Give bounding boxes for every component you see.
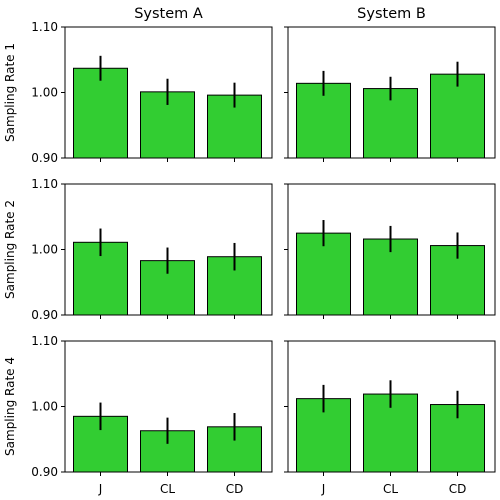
y-tick-label: 1.10 xyxy=(31,334,58,348)
panel-r2-c1: J CL CD xyxy=(284,340,496,496)
y-tick-label: 0.90 xyxy=(31,465,58,479)
row-label: Sampling Rate 4 xyxy=(3,357,17,456)
y-tick-label: 0.90 xyxy=(31,151,58,165)
x-tick-label-cl: CL xyxy=(383,482,398,496)
x-tick-label-cl: CL xyxy=(160,482,175,496)
x-tick-label-j: J xyxy=(321,482,326,496)
panel-r2-c0: 0.90 1.00 1.10 J CL CD Sampling Rate 4 xyxy=(3,334,273,496)
bar-cd xyxy=(430,73,485,159)
bar-j xyxy=(73,67,128,159)
column-title: System A xyxy=(134,6,203,22)
x-tick-label-j: J xyxy=(98,482,103,496)
panel-r0-c0: 0.90 1.00 1.10 System A Sampling Rate 1 xyxy=(3,6,273,165)
row-label: Sampling Rate 1 xyxy=(3,43,17,142)
panel-r1-c1 xyxy=(284,183,496,319)
y-tick-label: 1.00 xyxy=(31,400,58,414)
y-tick-label: 1.10 xyxy=(31,177,58,191)
y-tick-label: 1.10 xyxy=(31,20,58,34)
column-title: System B xyxy=(357,6,426,22)
panels: 0.90 1.00 1.10 System A Sampling Rate 1 Syste… xyxy=(3,6,496,496)
y-tick-label: 1.00 xyxy=(31,243,58,257)
row-label: Sampling Rate 2 xyxy=(3,200,17,299)
y-tick-label: 1.00 xyxy=(31,86,58,100)
panel-r0-c1: System B xyxy=(284,6,496,162)
x-tick-label-cd: CD xyxy=(449,482,467,496)
y-tick-label: 0.90 xyxy=(31,308,58,322)
x-tick-label-cd: CD xyxy=(226,482,244,496)
panel-r1-c0: 0.90 1.00 1.10 Sampling Rate 2 xyxy=(3,177,273,322)
